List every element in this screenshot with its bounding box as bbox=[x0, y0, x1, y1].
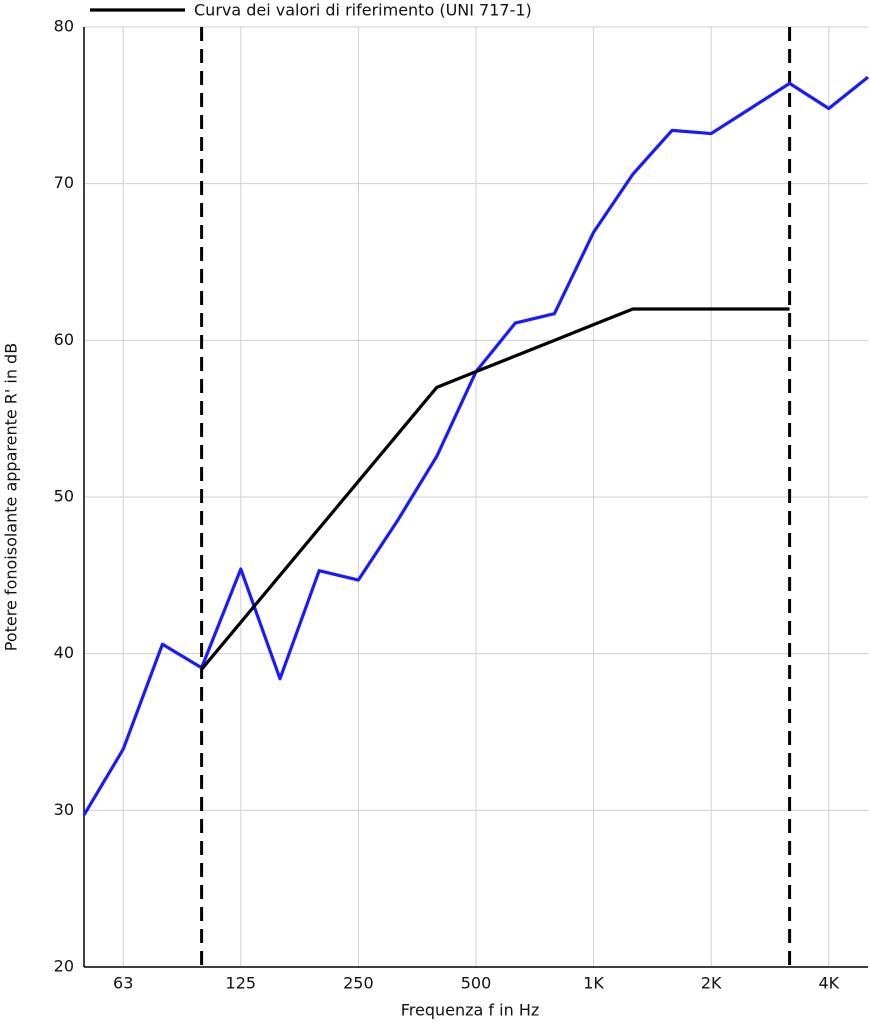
x-tick-label: 2K bbox=[701, 974, 722, 993]
y-tick-label: 50 bbox=[54, 487, 74, 506]
series-line bbox=[200, 307, 790, 671]
x-tick-label: 250 bbox=[343, 974, 374, 993]
y-tick-label: 20 bbox=[54, 957, 74, 976]
y-tick-label: 40 bbox=[54, 643, 74, 662]
x-tick-label: 63 bbox=[113, 974, 133, 993]
x-tick-label: 1K bbox=[583, 974, 604, 993]
y-tick-label: 70 bbox=[54, 173, 74, 192]
legend-label: Curva dei valori di riferimento (UNI 717… bbox=[194, 1, 532, 20]
x-axis-label: Frequenza f in Hz bbox=[401, 1001, 540, 1020]
x-tick-label: 125 bbox=[226, 974, 257, 993]
y-axis-label: Potere fonoisolante apparente R' in dB bbox=[2, 343, 21, 651]
x-tick-label: 500 bbox=[461, 974, 492, 993]
y-tick-label: 30 bbox=[54, 800, 74, 819]
x-tick-label: 4K bbox=[818, 974, 839, 993]
legend-box bbox=[84, 0, 554, 22]
y-tick-label: 60 bbox=[54, 330, 74, 349]
y-tick-label: 80 bbox=[54, 17, 74, 36]
